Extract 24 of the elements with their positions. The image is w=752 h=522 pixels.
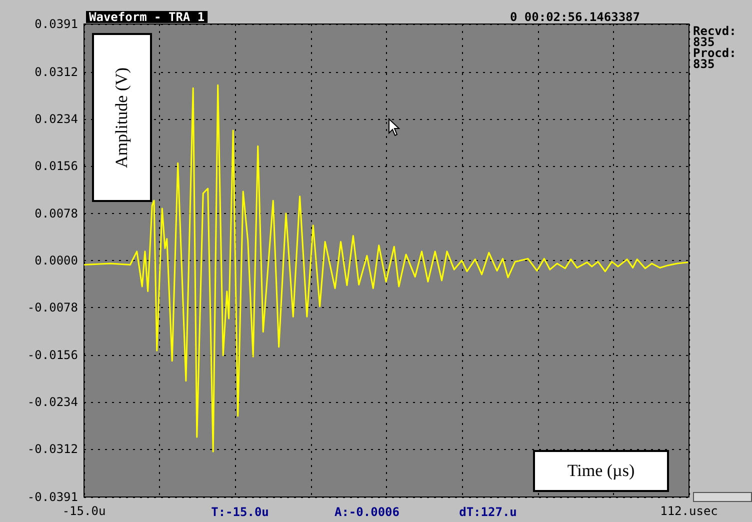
chart-title: Waveform - TRA 1 bbox=[89, 10, 205, 24]
y-tick-label: -0.0312 bbox=[27, 442, 78, 456]
y-tick-label: 0.0000 bbox=[34, 254, 78, 268]
text: dT:127.u bbox=[459, 505, 517, 519]
text: Recvd: bbox=[693, 24, 736, 38]
text: 835 bbox=[693, 57, 715, 71]
y-tick-label: 0.0312 bbox=[34, 64, 78, 79]
axis-title-box: Time (µs) bbox=[533, 450, 669, 492]
y-tick-label: -0.0234 bbox=[27, 395, 78, 410]
text: T:-15.0u bbox=[211, 505, 269, 519]
y-tick-label: 0.0234 bbox=[34, 112, 78, 126]
y-tick-label: 0.0156 bbox=[34, 159, 78, 174]
y-tick-label: 0.0391 bbox=[34, 17, 78, 31]
x-tick-label: 112.usec bbox=[660, 504, 718, 518]
text: Procd: bbox=[693, 46, 736, 60]
y-tick-label: -0.0391 bbox=[27, 490, 78, 504]
y-tick-label: 0.0078 bbox=[34, 206, 78, 220]
x-tick-label: -15.0u bbox=[62, 504, 106, 518]
text: 835 bbox=[693, 35, 715, 49]
text: A:-0.0006 bbox=[334, 505, 400, 519]
y-tick-label: -0.0078 bbox=[27, 300, 78, 315]
y-tick-label: -0.0156 bbox=[27, 348, 78, 362]
axis-title-box: Amplitude (V) bbox=[92, 33, 152, 202]
text: 0 00:02:56.1463387 bbox=[510, 10, 640, 24]
